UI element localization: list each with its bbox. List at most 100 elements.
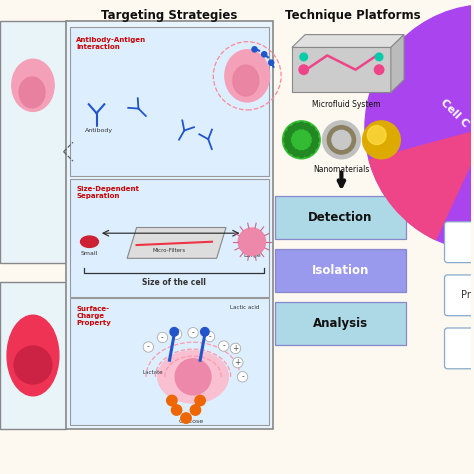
Ellipse shape <box>158 351 228 403</box>
Text: Small: Small <box>81 251 98 256</box>
Circle shape <box>172 329 182 339</box>
Circle shape <box>233 357 243 368</box>
Circle shape <box>230 343 241 354</box>
Text: Detection: Detection <box>308 210 373 224</box>
Ellipse shape <box>81 236 99 247</box>
Circle shape <box>363 121 400 159</box>
Circle shape <box>311 131 318 138</box>
Circle shape <box>170 328 179 336</box>
Circle shape <box>14 346 52 384</box>
Text: Lactic acid: Lactic acid <box>230 305 260 310</box>
Circle shape <box>303 150 310 156</box>
Text: Large: Large <box>243 254 261 258</box>
Circle shape <box>300 53 308 61</box>
Circle shape <box>195 395 205 406</box>
Circle shape <box>181 413 191 423</box>
FancyBboxPatch shape <box>66 21 273 429</box>
FancyBboxPatch shape <box>445 275 474 316</box>
FancyBboxPatch shape <box>445 328 474 369</box>
FancyBboxPatch shape <box>275 302 406 345</box>
Text: Cell C: Cell C <box>438 98 470 130</box>
Circle shape <box>375 53 383 61</box>
Circle shape <box>374 65 384 74</box>
Circle shape <box>188 328 198 338</box>
Circle shape <box>303 123 310 130</box>
Text: -: - <box>161 333 164 342</box>
Circle shape <box>308 146 315 153</box>
Circle shape <box>219 341 229 351</box>
Circle shape <box>299 65 309 74</box>
Text: -: - <box>241 373 244 381</box>
Text: +: + <box>232 344 238 353</box>
Text: Pr: Pr <box>461 290 470 300</box>
Polygon shape <box>391 35 404 92</box>
Circle shape <box>327 126 356 154</box>
Circle shape <box>167 395 177 406</box>
Circle shape <box>332 130 351 149</box>
Text: Isolation: Isolation <box>312 264 369 277</box>
Circle shape <box>367 126 386 145</box>
Circle shape <box>157 332 168 343</box>
Text: Glucose: Glucose <box>178 419 203 424</box>
Circle shape <box>201 328 209 336</box>
Circle shape <box>172 405 182 415</box>
FancyBboxPatch shape <box>0 21 66 263</box>
Text: Antibody: Antibody <box>85 128 113 133</box>
Circle shape <box>288 146 295 153</box>
FancyBboxPatch shape <box>275 249 406 292</box>
Ellipse shape <box>238 228 265 255</box>
Circle shape <box>292 123 299 130</box>
Circle shape <box>298 151 305 157</box>
FancyBboxPatch shape <box>275 196 406 239</box>
Text: -: - <box>175 330 178 338</box>
Circle shape <box>285 142 292 148</box>
Circle shape <box>190 405 201 415</box>
Text: -: - <box>208 332 211 341</box>
Circle shape <box>288 127 295 133</box>
Text: Lactate: Lactate <box>143 370 164 374</box>
Text: Microfluid System: Microfluid System <box>312 100 380 109</box>
FancyBboxPatch shape <box>292 47 391 92</box>
Polygon shape <box>127 228 226 258</box>
Ellipse shape <box>12 59 54 111</box>
FancyBboxPatch shape <box>445 222 474 263</box>
Circle shape <box>143 342 154 352</box>
Text: Nanomaterials: Nanomaterials <box>313 165 370 174</box>
Text: -: - <box>147 343 150 351</box>
Text: -: - <box>191 328 194 337</box>
Circle shape <box>311 142 318 148</box>
Circle shape <box>283 121 320 159</box>
Circle shape <box>292 150 299 156</box>
Circle shape <box>312 137 319 143</box>
Text: +: + <box>235 358 241 367</box>
FancyBboxPatch shape <box>70 298 269 425</box>
Text: Micro-Filters: Micro-Filters <box>153 248 186 253</box>
Circle shape <box>323 121 360 159</box>
FancyBboxPatch shape <box>70 27 269 176</box>
Text: Targeting Strategies: Targeting Strategies <box>101 9 238 22</box>
Text: Surface-
Charge
Property: Surface- Charge Property <box>76 306 111 326</box>
Text: Technique Platforms: Technique Platforms <box>285 9 421 22</box>
Circle shape <box>204 331 215 342</box>
Text: Size of the cell: Size of the cell <box>142 278 206 286</box>
Circle shape <box>308 127 315 133</box>
Circle shape <box>252 47 257 52</box>
FancyBboxPatch shape <box>70 179 269 297</box>
Circle shape <box>237 372 248 382</box>
Text: Size-Dependent
Separation: Size-Dependent Separation <box>76 186 139 199</box>
Ellipse shape <box>7 315 59 396</box>
Text: Analysis: Analysis <box>313 317 368 330</box>
Text: Antibody-Antigen
Interaction: Antibody-Antigen Interaction <box>76 37 146 50</box>
Ellipse shape <box>225 50 270 102</box>
Wedge shape <box>369 128 474 240</box>
Circle shape <box>269 60 274 65</box>
Circle shape <box>298 122 305 129</box>
Circle shape <box>285 131 292 138</box>
Ellipse shape <box>233 65 259 96</box>
Circle shape <box>175 359 211 395</box>
Circle shape <box>365 5 474 251</box>
Circle shape <box>284 137 291 143</box>
Polygon shape <box>292 35 404 47</box>
FancyBboxPatch shape <box>0 282 66 429</box>
Text: -: - <box>222 342 225 350</box>
